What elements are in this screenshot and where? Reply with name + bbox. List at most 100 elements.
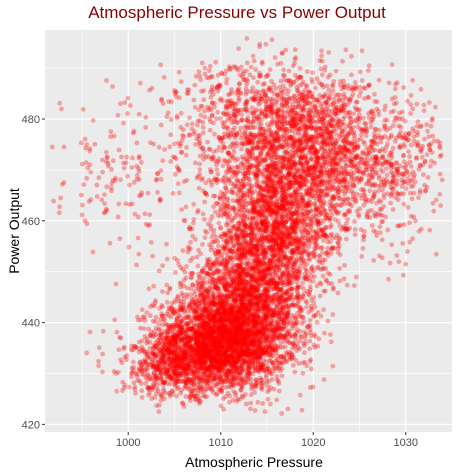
data-point (187, 329, 193, 334)
data-point (196, 298, 202, 303)
data-point (179, 328, 185, 333)
data-point (288, 350, 294, 356)
data-point (239, 329, 245, 334)
data-point (290, 341, 295, 346)
data-point (252, 337, 258, 343)
data-point (151, 343, 157, 349)
data-point (210, 344, 216, 350)
data-point (263, 338, 269, 344)
data-point (220, 351, 226, 357)
data-point (238, 292, 243, 298)
data-point (228, 305, 234, 311)
data-point (246, 319, 252, 325)
data-point (262, 347, 268, 353)
data-point (164, 282, 170, 288)
data-point (196, 347, 202, 353)
data-point (222, 351, 228, 357)
data-point (195, 330, 201, 336)
data-point (228, 311, 234, 317)
data-point (217, 311, 223, 316)
data-point (150, 318, 156, 324)
data-point (218, 328, 224, 333)
data-point (228, 276, 234, 282)
data-point (214, 282, 220, 288)
data-point (248, 332, 254, 338)
data-point (209, 343, 215, 349)
data-point (321, 288, 327, 294)
data-point (186, 366, 192, 371)
data-point (268, 317, 274, 323)
data-point (251, 317, 256, 322)
data-point (227, 327, 233, 332)
data-point (175, 309, 180, 315)
data-point (181, 352, 186, 357)
data-point (268, 401, 273, 407)
data-point (230, 335, 236, 341)
data-point (167, 286, 173, 292)
data-point (162, 317, 167, 322)
data-point (238, 327, 244, 333)
data-point (138, 325, 143, 331)
data-point (285, 312, 291, 317)
data-point (203, 345, 209, 351)
data-point (209, 317, 215, 323)
data-point (224, 344, 230, 349)
data-point (246, 341, 252, 346)
data-point (230, 331, 236, 337)
data-point (228, 325, 234, 331)
data-point (225, 342, 231, 348)
data-point (196, 313, 202, 319)
data-point (193, 330, 198, 336)
data-point (258, 385, 264, 391)
data-point (295, 345, 301, 350)
data-point (189, 347, 195, 353)
data-point (181, 296, 187, 301)
data-point (200, 307, 206, 313)
data-point (183, 321, 189, 327)
data-point (164, 256, 170, 262)
data-point (234, 371, 240, 377)
data-point (216, 306, 221, 312)
data-point (264, 336, 269, 341)
data-point (241, 336, 247, 342)
data-point (205, 379, 211, 385)
data-point (244, 312, 250, 317)
data-point (195, 338, 200, 343)
data-point (175, 323, 181, 328)
data-point (240, 361, 245, 367)
data-point (168, 341, 174, 347)
data-point (219, 364, 225, 369)
data-point (176, 341, 182, 347)
data-point (190, 349, 196, 355)
data-point (288, 333, 293, 338)
data-point (221, 376, 227, 381)
data-point (237, 370, 243, 376)
data-point (266, 368, 272, 374)
data-point (248, 338, 254, 344)
data-point (199, 306, 204, 312)
data-point (211, 298, 217, 303)
data-point (194, 393, 199, 399)
data-point (271, 311, 276, 317)
data-point (221, 329, 227, 335)
data-point (219, 328, 225, 334)
data-point (227, 318, 233, 324)
data-point (180, 248, 186, 254)
data-point (213, 329, 219, 335)
data-point (197, 332, 203, 338)
data-point (224, 375, 230, 381)
data-point (197, 356, 203, 362)
data-point (251, 339, 257, 345)
data-point (213, 351, 219, 357)
data-point (314, 320, 320, 325)
data-point (139, 338, 145, 344)
data-point (215, 340, 221, 345)
data-point (229, 344, 235, 350)
data-point (220, 361, 226, 366)
data-point (243, 401, 249, 407)
data-point (251, 343, 257, 348)
data-point (202, 360, 208, 365)
data-point (234, 351, 240, 357)
data-point (236, 277, 242, 282)
